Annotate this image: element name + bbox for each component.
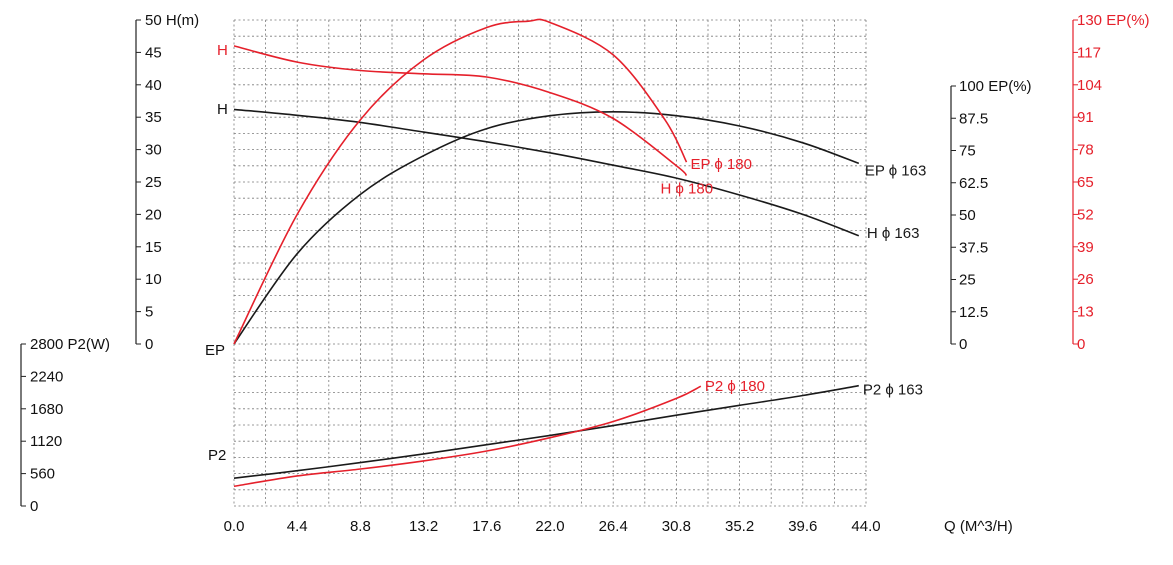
h-axis-tick-label: 40: [145, 77, 162, 94]
h-red-marker: H: [217, 42, 228, 59]
p2-axis-tick-label: 0: [30, 498, 38, 515]
ep-black-axis-tick-label: 0: [959, 336, 967, 353]
x-axis-tick-label: 30.8: [662, 518, 691, 535]
series-label-ep-phi-163: EP ϕ 163: [865, 162, 927, 179]
ep-black-axis-tick-label: 75: [959, 143, 976, 160]
series-line-h-phi-163: [233, 108, 860, 237]
x-axis-tick-label: 4.4: [287, 518, 308, 535]
h-axis-title: 50 H(m): [145, 12, 199, 29]
labels: H ϕ 163 EP ϕ 163 P2 ϕ 163 H ϕ 180 EP ϕ 180 P2…: [205, 42, 926, 464]
h-axis-tick-label: 20: [145, 206, 162, 223]
ep-red-axis-tick-label: 65: [1077, 174, 1094, 191]
x-axis-tick-label: 13.2: [409, 518, 438, 535]
x-axis-tick-label: 26.4: [599, 518, 628, 535]
grid: [233, 19, 867, 507]
series-line-p2-phi-163: [233, 384, 859, 479]
ep-red-axis-title: 130 EP(%): [1077, 12, 1150, 29]
ep-red-axis-tick-label: 26: [1077, 271, 1094, 288]
series-label-h-phi-163: H ϕ 163: [867, 225, 920, 242]
h-axis-tick-label: 45: [145, 44, 162, 61]
ep-red-axis-tick-label: 13: [1077, 304, 1094, 321]
ep-red-axis-tick-label: 52: [1077, 206, 1094, 223]
h-axis-tick-label: 30: [145, 142, 162, 159]
ep-red-axis-tick-label: 117: [1077, 44, 1101, 61]
series-label-p2-phi-180: P2 ϕ 180: [705, 378, 765, 395]
ep-red-axis-tick-label: 0: [1077, 336, 1085, 353]
ep-black-axis-tick-label: 37.5: [959, 239, 988, 256]
p2-axis-tick-label: 2240: [30, 368, 63, 385]
series-line-p2-phi-180: [233, 385, 702, 488]
p2-axis-tick-label: 1680: [30, 401, 63, 418]
series-label-ep-phi-180: EP ϕ 180: [690, 156, 752, 173]
x-axis-tick-label: 35.2: [725, 518, 754, 535]
series-line-h-phi-180: [233, 45, 688, 177]
series-label-p2-phi-163: P2 ϕ 163: [863, 382, 923, 399]
series-line-ep-phi-163: [233, 110, 860, 345]
x-axis-tick-label: 8.8: [350, 518, 371, 535]
h-axis-tick-label: 15: [145, 239, 162, 256]
x-axis-tick-label: 22.0: [535, 518, 564, 535]
ep-black-axis-tick-label: 62.5: [959, 175, 988, 192]
p2-axis-tick-label: 560: [30, 466, 55, 483]
ep-black-axis-tick-label: 50: [959, 207, 976, 224]
ep-black-axis-title: 100 EP(%): [959, 78, 1032, 95]
ep-red-axis-tick-label: 39: [1077, 239, 1094, 256]
p2-marker: P2: [208, 447, 226, 464]
ep-black-axis-tick-label: 25: [959, 272, 976, 289]
x-axis-tick-label: 39.6: [788, 518, 817, 535]
series-line-ep-phi-180: [233, 18, 688, 345]
h-axis-tick-label: 25: [145, 174, 162, 191]
ep-red-axis-tick-label: 78: [1077, 142, 1094, 159]
ep-black-axis-tick-label: 87.5: [959, 110, 988, 127]
p2-axis-title: 2800 P2(W): [30, 336, 110, 353]
x-axis-tick-label: 17.6: [472, 518, 501, 535]
p2-axis-tick-label: 1120: [30, 433, 62, 450]
h-black-marker: H: [217, 101, 228, 118]
ep-red-axis-tick-label: 104: [1077, 77, 1102, 94]
x-axis-tick-label: 44.0: [851, 518, 880, 535]
ep-marker: EP: [205, 342, 225, 359]
h-axis-tick-label: 5: [145, 304, 153, 321]
ep-red-axis-tick-label: 91: [1077, 109, 1094, 126]
h-axis-tick-label: 0: [145, 336, 153, 353]
x-axis-title: Q (M^3/H): [944, 518, 1013, 535]
series-label-h-phi-180: H ϕ 180: [660, 181, 713, 198]
h-axis-tick-label: 35: [145, 109, 162, 126]
ep-black-axis-tick-label: 12.5: [959, 304, 988, 321]
x-axis-tick-label: 0.0: [224, 518, 245, 535]
curves: [233, 18, 860, 488]
h-axis-tick-label: 10: [145, 271, 162, 288]
axes: 0 5 10 15 20 25 30 35 40 45 50 H(m) 0 560 1120 1680 224…: [20, 12, 1150, 535]
